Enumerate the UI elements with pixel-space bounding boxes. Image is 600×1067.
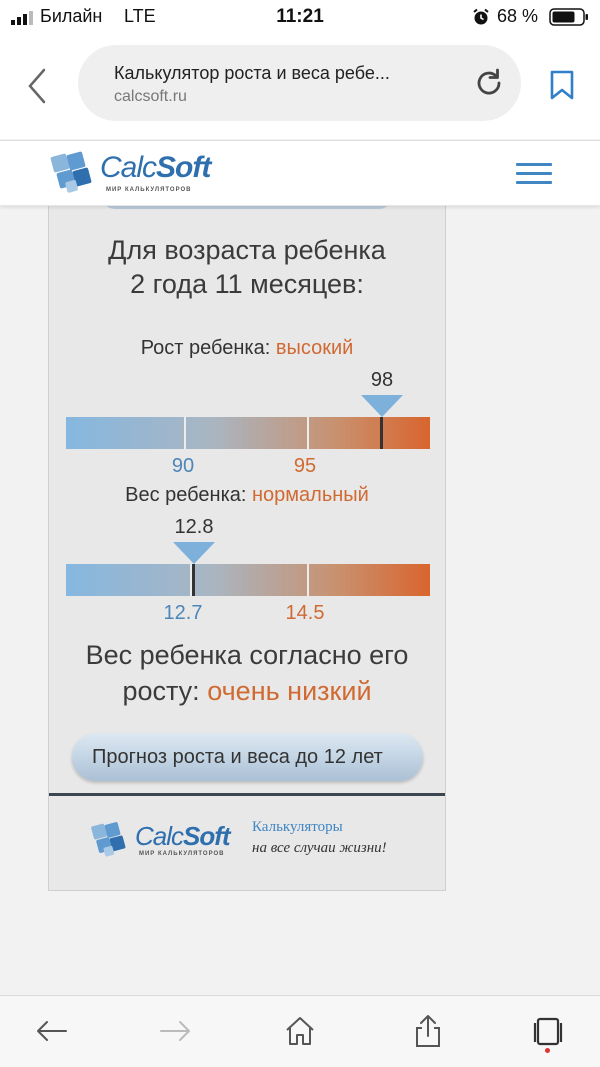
status-bar: Билайн LTE 11:21 68 % — [0, 0, 600, 34]
logo-squares-icon — [91, 822, 126, 857]
logo-wordmark: CalcSoft — [135, 821, 231, 851]
weight-for-height-verdict: Вес ребенка согласно его росту: очень ни… — [85, 640, 409, 706]
tabs-indicator-dot — [545, 1048, 550, 1053]
height-scale-low: 90 — [171, 455, 195, 477]
verdict-status: очень низкий — [207, 676, 372, 706]
weight-pointer-icon — [173, 542, 215, 564]
weight-scale-low: 12.7 — [163, 602, 203, 624]
weight-scale-high: 14.5 — [285, 602, 325, 624]
network-type: LTE — [124, 6, 156, 26]
alarm-icon — [473, 8, 489, 25]
height-marker — [380, 417, 383, 449]
height-pointer-icon — [361, 395, 403, 417]
age-heading: Для возраста ребенка 2 года 11 месяцев: — [108, 235, 386, 299]
battery-percent: 68 % — [497, 6, 539, 26]
nav-back-icon[interactable] — [34, 1014, 70, 1048]
card-divider — [49, 793, 445, 796]
hamburger-menu-icon[interactable] — [516, 163, 552, 185]
logo-subtitle: МИР КАЛЬКУЛЯТОРОВ — [106, 187, 192, 193]
height-scale-bar — [66, 417, 430, 449]
carrier-name: Билайн — [40, 6, 103, 26]
logo-wordmark: CalcSoft — [100, 151, 211, 184]
logo-subtitle: МИР КАЛЬКУЛЯТОРОВ — [139, 851, 225, 857]
bookmark-icon[interactable] — [547, 69, 577, 101]
browser-toolbar: Калькулятор роста и веса ребе... calcsof… — [0, 34, 600, 139]
weight-status: нормальный — [252, 484, 369, 506]
weight-pointer-value: 12.8 — [174, 516, 214, 538]
weight-scale-bar — [66, 564, 430, 596]
reload-icon[interactable] — [473, 67, 505, 99]
signal-strength-icon — [11, 11, 33, 25]
page-host: calcsoft.ru — [114, 88, 187, 105]
footer-tagline: Калькуляторы на все случаи жизни! — [252, 819, 387, 856]
footer-logo[interactable]: CalcSoft МИР КАЛЬКУЛЯТОРОВ — [89, 819, 239, 865]
browser-back-icon[interactable] — [22, 66, 54, 106]
battery-icon — [549, 8, 588, 26]
weight-label: Вес ребенка: нормальный — [125, 484, 369, 506]
site-logo[interactable]: CalcSoft МИР КАЛЬКУЛЯТОРОВ — [48, 149, 218, 199]
home-icon[interactable] — [282, 1014, 318, 1048]
share-icon[interactable] — [410, 1014, 446, 1048]
height-pointer-value: 98 — [370, 369, 394, 391]
site-header: CalcSoft МИР КАЛЬКУЛЯТОРОВ — [0, 140, 600, 206]
logo-squares-icon — [50, 151, 92, 193]
height-label: Рост ребенка: высокий — [140, 337, 354, 359]
weight-marker — [192, 564, 195, 596]
tabs-icon[interactable] — [530, 1014, 566, 1048]
address-bar[interactable]: Калькулятор роста и веса ребе... calcsof… — [78, 45, 521, 121]
clock: 11:21 — [276, 6, 324, 27]
page-title: Калькулятор роста и веса ребе... — [114, 63, 390, 83]
forecast-button[interactable]: Прогноз роста и веса до 12 лет — [72, 733, 423, 781]
height-status: высокий — [275, 337, 354, 359]
nav-forward-icon[interactable] — [157, 1014, 193, 1048]
result-card: Для возраста ребенка 2 года 11 месяцев: … — [48, 185, 446, 891]
browser-bottom-toolbar — [0, 995, 600, 1067]
height-scale-high: 95 — [293, 455, 317, 477]
